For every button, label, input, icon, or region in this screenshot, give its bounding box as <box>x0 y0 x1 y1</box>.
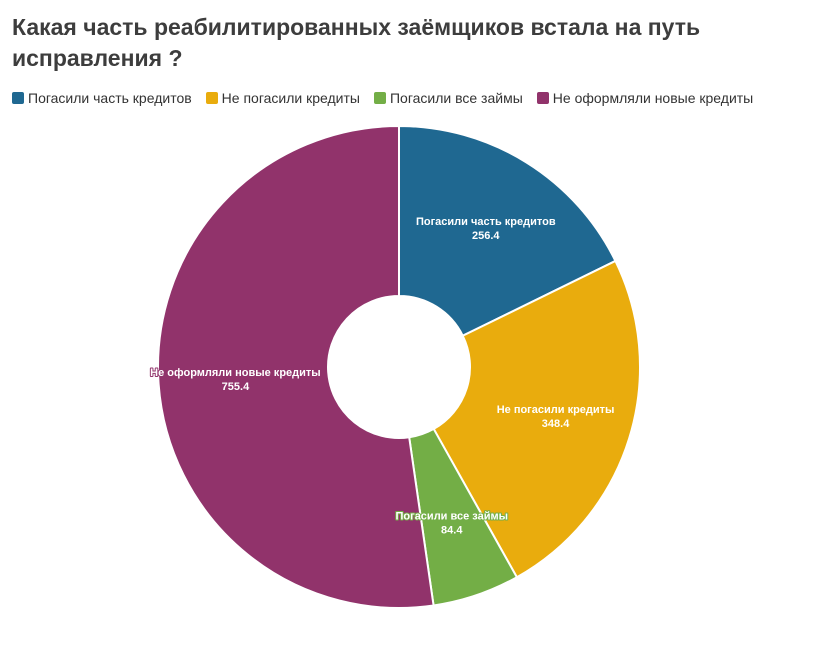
slice-label-name: Не погасили кредиты <box>497 404 615 416</box>
legend-swatch <box>536 92 549 104</box>
slice-label-partial-repaid: Погасили часть кредитов 256.4 <box>415 215 557 243</box>
legend-swatch <box>205 92 218 104</box>
slice-not-repaid[interactable] <box>432 259 641 579</box>
legend-label: Погасили все займы <box>389 90 523 106</box>
slice-label-name: Не оформляли новые кредиты <box>150 367 321 379</box>
legend-item-not-repaid[interactable]: Не погасили кредиты <box>205 90 360 106</box>
legend-item-all-repaid[interactable]: Погасили все займы <box>373 90 523 106</box>
legend-swatch <box>373 92 386 104</box>
legend-swatch <box>12 92 24 104</box>
slice-partial-repaid[interactable] <box>398 124 617 338</box>
slice-label-value: 256.4 <box>472 230 500 242</box>
slice-no-new-loans[interactable] <box>157 124 435 609</box>
slice-label-name: Погасили все займы <box>395 510 508 522</box>
legend-item-partial-repaid[interactable]: Погасили часть кредитов <box>12 90 192 106</box>
legend-item-no-new-loans[interactable]: Не оформляли новые кредиты <box>536 90 754 106</box>
slice-label-value: 348.4 <box>542 418 570 430</box>
chart-title: Какая часть реабилитированных заёмщиков … <box>12 14 701 71</box>
legend-label: Не оформляли новые кредиты <box>552 90 754 106</box>
chart-legend: Погасили часть кредитов Не погасили кред… <box>12 90 753 106</box>
slice-label-not-repaid: Не погасили кредиты 348.4 <box>496 403 616 431</box>
slice-label-no-new-loans: Не оформляли новые кредиты 755.4 <box>149 366 322 394</box>
legend-label: Не погасили кредиты <box>221 90 360 106</box>
slice-label-name: Погасили часть кредитов <box>416 216 556 228</box>
legend-label: Погасили часть кредитов <box>28 90 192 106</box>
slice-label-value: 84.4 <box>441 524 463 536</box>
slice-label-value: 755.4 <box>222 381 250 393</box>
slice-label-all-repaid: Погасили все займы 84.4 <box>394 509 509 537</box>
